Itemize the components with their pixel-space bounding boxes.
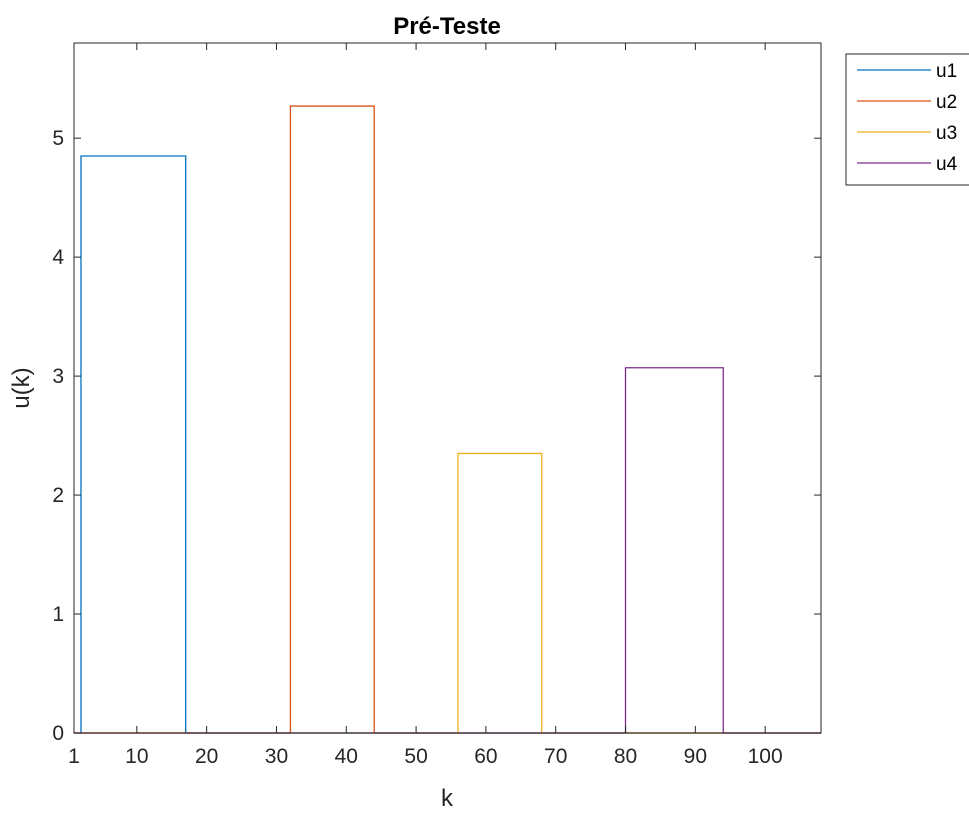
legend-label-u1: u1: [936, 61, 957, 82]
y-axis-label: u(k): [8, 367, 35, 408]
x-tick-label: 20: [195, 745, 218, 768]
x-tick-label: 1: [68, 745, 80, 768]
y-tick-label: 3: [52, 365, 64, 388]
x-tick-label: 10: [125, 745, 148, 768]
y-tick-label: 2: [52, 484, 64, 507]
legend-label-u2: u2: [936, 92, 957, 113]
x-tick-label: 60: [474, 745, 497, 768]
plot-area: [74, 43, 821, 733]
x-tick-label: 100: [748, 745, 783, 768]
y-tick-label: 0: [52, 722, 64, 745]
legend: u1 u2 u3 u4: [845, 53, 969, 186]
y-tick-label: 5: [52, 127, 64, 150]
x-axis-label: k: [441, 785, 454, 812]
x-tick-label: 70: [544, 745, 567, 768]
legend-label-u3: u3: [936, 123, 957, 144]
x-tick-label: 40: [335, 745, 358, 768]
x-tick-label: 30: [265, 745, 288, 768]
y-tick-label: 4: [52, 246, 64, 269]
x-tick-label: 50: [404, 745, 427, 768]
y-tick-label: 1: [52, 603, 64, 626]
legend-label-u4: u4: [936, 154, 958, 175]
x-tick-label: 90: [684, 745, 707, 768]
axes-box: [73, 42, 822, 734]
chart-title: Pré-Teste: [393, 13, 501, 40]
x-tick-label: 80: [614, 745, 637, 768]
